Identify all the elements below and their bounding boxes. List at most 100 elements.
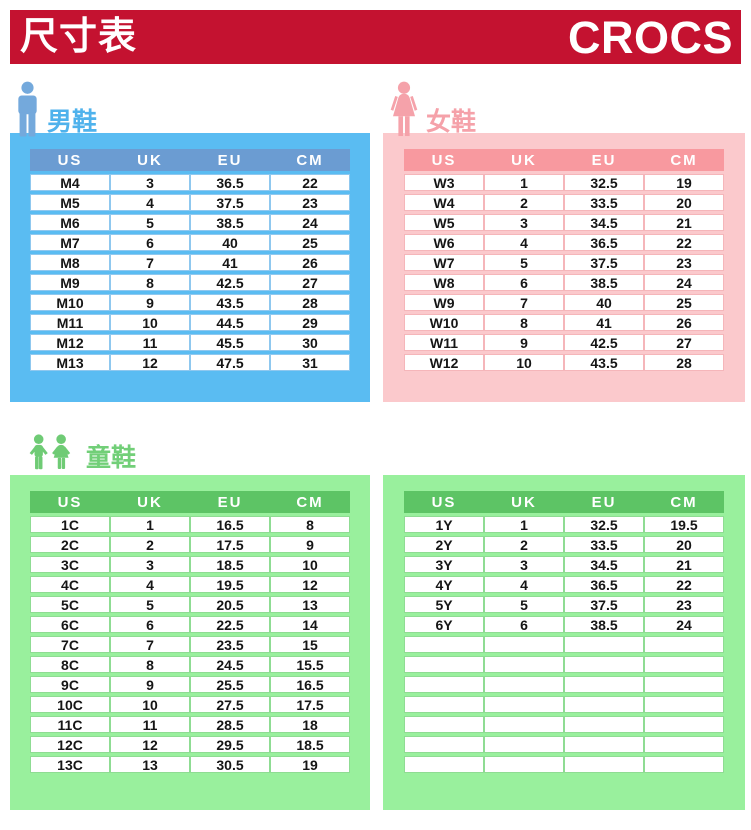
table-cell: 18.5 [190,556,270,573]
table-cell: 21 [644,556,724,573]
column-header-uk: UK [484,149,564,171]
table-cell: 22 [644,234,724,251]
table-row: 7C 7 23.5 15 [30,636,350,653]
table-cell: 5C [30,596,110,613]
table-cell: 2Y [404,536,484,553]
man-icon [13,81,42,137]
men-section-label: 男鞋 [13,81,97,137]
table-row: 11C 11 28.5 18 [30,716,350,733]
table-row: W9 7 40 25 [404,294,724,311]
table-cell: 4 [110,194,190,211]
table-row: W8 6 38.5 24 [404,274,724,291]
table-cell: 8 [110,656,190,673]
table-cell [564,656,644,673]
table-cell: 43.5 [190,294,270,311]
table-cell: 25 [644,294,724,311]
table-cell: 10C [30,696,110,713]
table-row [404,676,724,693]
table-cell: 5Y [404,596,484,613]
table-cell: 4 [484,576,564,593]
table-cell: 28 [270,294,350,311]
table-cell: 8C [30,656,110,673]
table-cell: 5 [110,214,190,231]
table-cell [564,636,644,653]
table-cell: 6 [484,616,564,633]
table-cell [644,736,724,753]
table-cell: W3 [404,174,484,191]
column-header-uk: UK [110,149,190,171]
table-cell: 15 [270,636,350,653]
table-cell [404,636,484,653]
table-row: W7 5 37.5 23 [404,254,724,271]
table-cell: W12 [404,354,484,371]
table-cell: M11 [30,314,110,331]
table-cell: W8 [404,274,484,291]
table-row: W6 4 36.5 22 [404,234,724,251]
table-row: W11 9 42.5 27 [404,334,724,351]
men-panel: US UK EU CM M4 3 36.5 22 M5 4 37.5 23 M6 5 38.5 24 M… [10,133,370,402]
table-cell: 27 [644,334,724,351]
table-cell [644,716,724,733]
table-cell: M7 [30,234,110,251]
table-row: M13 12 47.5 31 [30,354,350,371]
table-cell: 12C [30,736,110,753]
table-row: 1Y 1 32.5 19.5 [404,516,724,533]
table-cell: 24 [270,214,350,231]
table-row: M8 7 41 26 [30,254,350,271]
table-cell: 10 [110,696,190,713]
table-cell [644,696,724,713]
table-cell: 7 [110,636,190,653]
table-cell: 20.5 [190,596,270,613]
table-row: M12 11 45.5 30 [30,334,350,351]
table-cell: 4 [484,234,564,251]
table-cell: 36.5 [190,174,270,191]
table-cell: 41 [564,314,644,331]
table-cell: 7 [110,254,190,271]
table-cell [564,676,644,693]
table-cell [484,656,564,673]
table-cell: 43.5 [564,354,644,371]
table-cell: 38.5 [190,214,270,231]
table-cell [404,716,484,733]
table-cell: 31 [270,354,350,371]
table-cell: 24 [644,616,724,633]
table-cell [644,756,724,773]
table-row: 1C 1 16.5 8 [30,516,350,533]
table-row: M7 6 40 25 [30,234,350,251]
table-cell [564,736,644,753]
title-bar: 尺寸表 CROCS [10,10,741,64]
table-row: M10 9 43.5 28 [30,294,350,311]
table-cell: 2 [484,194,564,211]
table-row: M4 3 36.5 22 [30,174,350,191]
table-header-row: US UK EU CM [30,491,350,513]
table-cell [484,716,564,733]
table-cell: M10 [30,294,110,311]
table-row [404,756,724,773]
table-cell: 22 [270,174,350,191]
table-cell: 33.5 [564,536,644,553]
women-section-label: 女鞋 [387,81,476,137]
table-header-row: US UK EU CM [30,149,350,171]
brand-logo: CROCS [567,11,733,63]
table-cell: 26 [270,254,350,271]
table-cell: 5 [110,596,190,613]
table-cell: M13 [30,354,110,371]
table-row: 10C 10 27.5 17.5 [30,696,350,713]
table-row: 6Y 6 38.5 24 [404,616,724,633]
table-cell: 4C [30,576,110,593]
table-cell: 42.5 [190,274,270,291]
table-row [404,716,724,733]
column-header-cm: CM [644,491,724,513]
table-cell: 10 [270,556,350,573]
table-cell [644,676,724,693]
table-cell [484,696,564,713]
table-cell: 37.5 [564,254,644,271]
table-cell [644,636,724,653]
table-cell [404,676,484,693]
table-cell: 24 [644,274,724,291]
column-header-cm: CM [270,491,350,513]
table-cell: 11 [110,716,190,733]
column-header-cm: CM [644,149,724,171]
table-cell: 7 [484,294,564,311]
